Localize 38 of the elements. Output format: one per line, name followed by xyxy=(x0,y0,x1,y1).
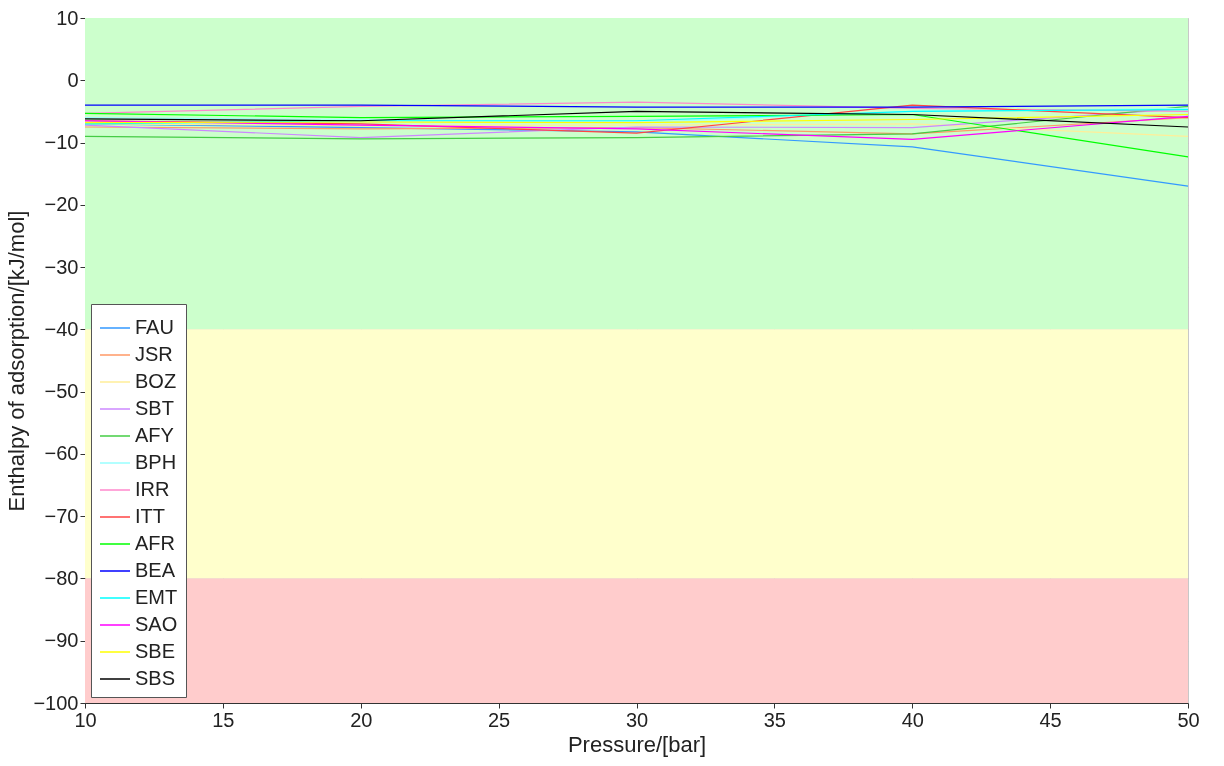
legend-label: AFR xyxy=(135,532,175,554)
legend-label: JSR xyxy=(135,343,173,365)
y-tick-label: −20 xyxy=(44,193,79,216)
y-tick-label: −10 xyxy=(44,131,79,154)
y-tick-label: −30 xyxy=(44,255,79,278)
x-tick-label: 40 xyxy=(901,708,924,731)
legend-label: BPH xyxy=(135,451,177,473)
legend-label: SBT xyxy=(135,397,174,419)
x-axis-title: Pressure/[bar] xyxy=(567,731,707,757)
y-tick-label: −80 xyxy=(44,566,79,589)
y-tick-label: −50 xyxy=(44,380,79,403)
x-tick-label: 45 xyxy=(1039,708,1062,731)
x-tick-label: 20 xyxy=(350,708,373,731)
x-tick-label: 25 xyxy=(488,708,511,731)
legend-label: BOZ xyxy=(135,370,177,392)
y-tick-label: −70 xyxy=(44,504,79,527)
x-tick-label: 15 xyxy=(212,708,235,731)
y-tick-label: −90 xyxy=(44,629,79,652)
legend-label: ITT xyxy=(135,505,165,527)
line-series xyxy=(84,115,1189,141)
x-tick-label: 30 xyxy=(625,708,649,731)
y-tick-label: −40 xyxy=(44,317,79,340)
line-series xyxy=(84,113,1189,124)
y-tick-label: −60 xyxy=(44,442,79,465)
y-tick-label: 10 xyxy=(56,6,79,29)
legend-label: SAO xyxy=(135,613,178,635)
y-axis-title: Enthalpy of adsorption/[kJ/mol] xyxy=(4,210,30,512)
y-tick-label: −100 xyxy=(33,691,79,714)
legend-label: BEA xyxy=(135,559,176,581)
legend-label: SBS xyxy=(135,667,176,689)
legend-label: FAU xyxy=(135,316,174,338)
legend-label: EMT xyxy=(135,586,178,608)
legend-label: SBE xyxy=(135,640,176,662)
x-tick-label: 35 xyxy=(763,708,786,731)
x-tick-label: 50 xyxy=(1177,708,1200,731)
legend-label: AFY xyxy=(135,424,174,446)
legend-label: IRR xyxy=(135,478,170,500)
y-tick-label: 0 xyxy=(67,68,79,91)
